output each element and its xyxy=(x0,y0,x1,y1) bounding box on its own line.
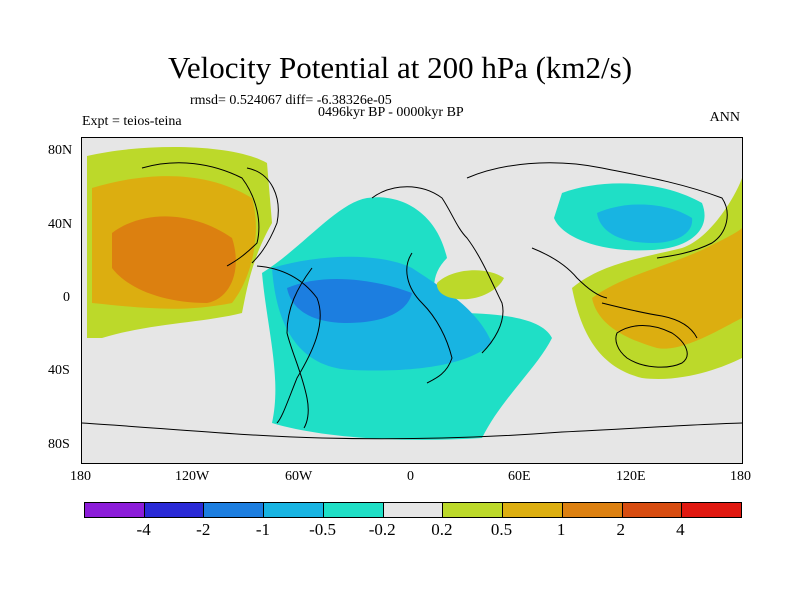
colorbar-label: -1 xyxy=(255,520,270,539)
y-tick-label: 40N xyxy=(48,217,73,232)
colorbar-swatch xyxy=(264,503,324,517)
rmsd-stats: rmsd= 0.524067 diff= -6.38326e-05 xyxy=(190,93,392,108)
colorbar-label: -4 xyxy=(136,520,151,539)
contour-positive-africa-0.2 xyxy=(436,270,504,300)
x-tick-label: 60W xyxy=(285,469,313,484)
colorbar-label: 0.5 xyxy=(490,520,513,539)
colorbar-swatch xyxy=(85,503,145,517)
contour-positive-pacific-1 xyxy=(112,216,236,303)
map-panel xyxy=(81,137,743,464)
colorbar-swatch xyxy=(383,503,444,517)
contour-negative-asia-0.5 xyxy=(597,204,693,243)
coastlines xyxy=(82,162,742,440)
colorbar-label: 2 xyxy=(616,520,625,539)
colorbar-label: -2 xyxy=(196,520,211,539)
colorbar-swatch xyxy=(144,503,205,517)
experiment-label: Expt = teios-teina xyxy=(82,114,182,129)
x-tick-label: 180 xyxy=(70,469,91,484)
colorbar-label: -0.5 xyxy=(309,520,336,539)
colorbar-swatch xyxy=(323,503,384,517)
colorbar-label: 0.2 xyxy=(431,520,453,539)
y-tick-label: 0 xyxy=(63,290,70,305)
period-label: 0496kyr BP - 0000kyr BP xyxy=(318,105,464,120)
colorbar xyxy=(84,502,742,518)
season-label: ANN xyxy=(709,110,740,125)
x-tick-label: 0 xyxy=(407,469,414,484)
map-title: Velocity Potential at 200 hPa (km2/s) xyxy=(167,50,633,85)
contour-negative-atlantic-1 xyxy=(287,278,412,323)
colorbar-swatch xyxy=(622,503,683,517)
velocity-potential-map xyxy=(82,146,742,440)
colorbar-swatch xyxy=(503,503,563,517)
colorbar-swatch xyxy=(204,503,265,517)
colorbar-swatch xyxy=(562,503,623,517)
y-tick-label: 80S xyxy=(48,437,70,452)
colorbar-swatch xyxy=(443,503,504,517)
y-tick-label: 80N xyxy=(48,143,73,158)
contour-positive-indopacific-0.5 xyxy=(592,228,742,349)
colorbar-swatch xyxy=(682,503,742,517)
x-tick-label: 120W xyxy=(175,469,210,484)
colorbar-label: 4 xyxy=(676,520,685,539)
x-tick-label: 120E xyxy=(616,469,646,484)
colorbar-label: 1 xyxy=(556,520,566,539)
x-tick-label: 180 xyxy=(730,469,751,484)
y-tick-label: 40S xyxy=(48,363,70,378)
x-tick-label: 60E xyxy=(508,469,531,484)
colorbar-label: -0.2 xyxy=(368,520,396,539)
